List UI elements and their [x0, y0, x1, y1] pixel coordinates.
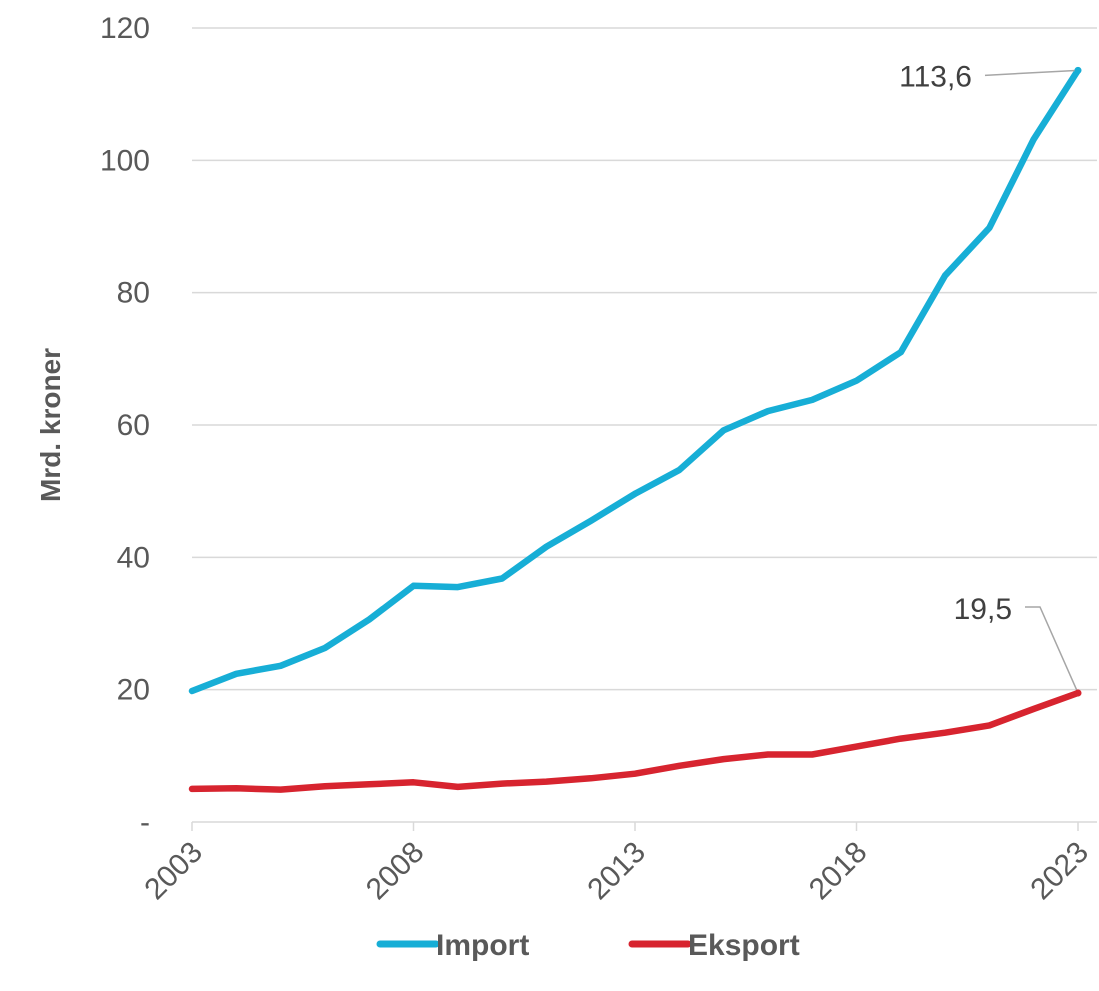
x-tick-label: 2008: [360, 836, 431, 907]
series-lines: [188, 67, 1082, 793]
y-tick-label: 120: [100, 12, 150, 45]
y-tick-label: 80: [117, 277, 150, 310]
x-tick-label: 2018: [803, 836, 874, 907]
y-axis-ticks: - 20 40 60 80 100 120: [100, 12, 150, 839]
legend-label-import: Import: [436, 929, 529, 962]
x-tick-label: 2013: [581, 836, 652, 907]
x-tick-label: 2023: [1024, 836, 1095, 907]
gridlines: [192, 27, 1097, 691]
series-line-import: [188, 67, 1082, 695]
y-tick-label: 60: [117, 409, 150, 442]
annotations: 113,6 19,5: [899, 60, 1082, 697]
annotation-label: 113,6: [899, 60, 972, 93]
y-tick-label: 100: [100, 144, 150, 177]
y-axis-label: Mrd. kroner: [35, 348, 66, 502]
legend: Import Eksport: [376, 929, 800, 962]
y-tick-label: 20: [117, 674, 150, 707]
annotation-point: [1074, 689, 1082, 697]
series-line-eksport: [188, 689, 1082, 793]
legend-label-eksport: Eksport: [688, 929, 800, 962]
x-axis: 2003 2008 2013 2018 2023: [138, 821, 1097, 907]
y-tick-label: -: [140, 806, 150, 839]
annotation-leader: [1025, 606, 1079, 694]
y-tick-label: 40: [117, 541, 150, 574]
annotation-point: [1074, 66, 1082, 74]
x-tick-label: 2003: [138, 836, 209, 907]
annotation-label: 19,5: [954, 593, 1012, 626]
annotation-leader: [984, 69, 1079, 77]
